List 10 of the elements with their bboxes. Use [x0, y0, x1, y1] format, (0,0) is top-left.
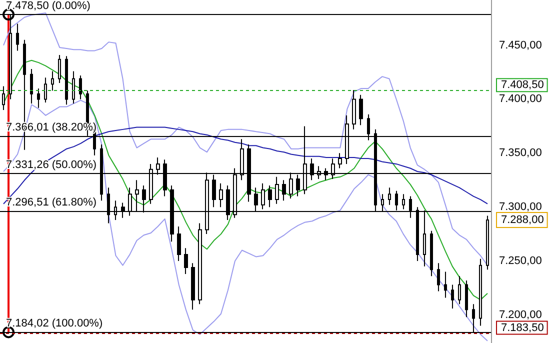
y-tick-label: 7.400,00	[499, 93, 542, 106]
y-tick-label: 7.300,00	[499, 201, 542, 214]
y-tick-label: 7.250,00	[499, 255, 542, 268]
y-tick-label: 7.200,00	[499, 308, 542, 321]
ref-line-label: 7.183,50	[501, 322, 544, 334]
ref-line-label: 7.408,50	[501, 79, 544, 92]
text: 7.288,00	[501, 214, 544, 226]
y-tick-label: 7.450,00	[499, 39, 542, 52]
ref-line-label: 7.478,50 (0.00%)	[6, 0, 90, 12]
y-tick-label: 7.350,00	[499, 147, 542, 160]
